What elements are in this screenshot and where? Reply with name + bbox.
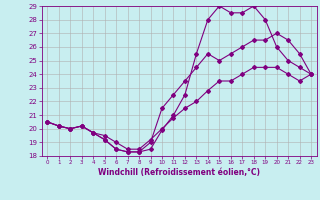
X-axis label: Windchill (Refroidissement éolien,°C): Windchill (Refroidissement éolien,°C) [98,168,260,177]
